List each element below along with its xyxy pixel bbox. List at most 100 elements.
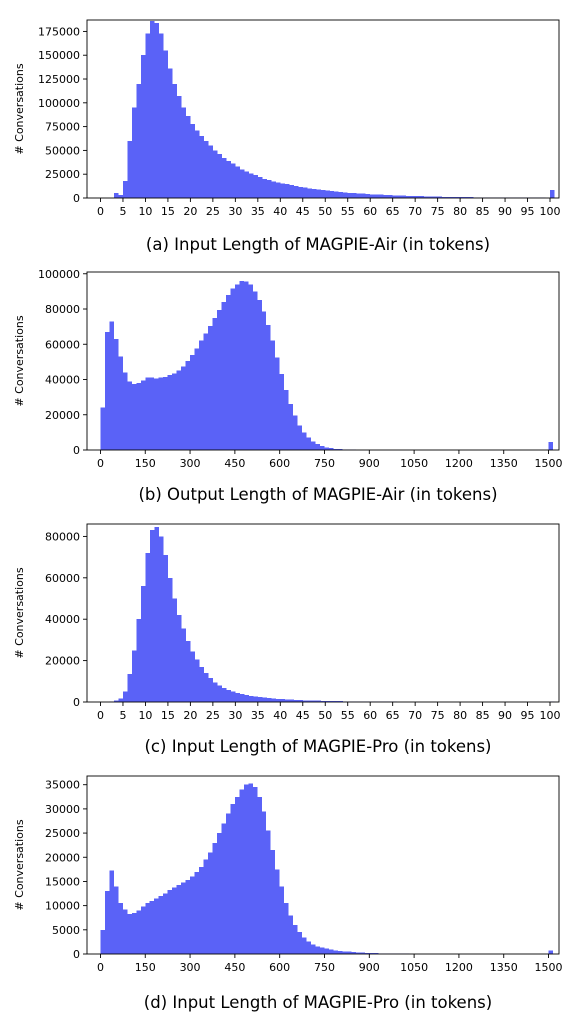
x-tick-label: 150 (135, 961, 156, 974)
histogram-bar (235, 167, 240, 198)
histogram-bar (275, 869, 279, 954)
histogram-bar (276, 699, 281, 702)
histogram-bar (244, 171, 249, 198)
histogram-bar (150, 530, 155, 702)
histogram-bar (123, 692, 128, 702)
x-tick-label: 300 (180, 457, 201, 470)
histogram-bar (177, 96, 182, 198)
histogram-bar (316, 190, 321, 198)
histogram-bar (154, 527, 159, 702)
histogram-bar (262, 312, 266, 450)
histogram-bar (212, 843, 216, 954)
x-tick-label: 15 (161, 709, 175, 722)
histogram-bar (118, 357, 122, 450)
histogram-bar (249, 696, 254, 702)
x-tick-label: 15 (161, 205, 175, 218)
histogram-bar (172, 373, 176, 450)
y-tick-label: 20000 (45, 409, 80, 422)
histogram-bar (230, 289, 234, 450)
panel-caption: (a) Input Length of MAGPIE-Air (in token… (146, 235, 490, 254)
histogram-bar (163, 377, 167, 450)
y-tick-label: 0 (73, 192, 80, 205)
x-tick-label: 35 (251, 205, 265, 218)
histogram-bar (145, 553, 150, 702)
histogram-bar (217, 833, 221, 954)
x-tick-label: 600 (269, 457, 290, 470)
histogram-bar (136, 84, 141, 198)
histogram-bar (226, 690, 231, 702)
histogram-bar (186, 361, 190, 450)
histogram-bar (141, 55, 146, 198)
histogram-bar (190, 877, 194, 954)
histogram-bar (150, 21, 155, 198)
histogram-bar (320, 446, 324, 450)
histogram-bar (168, 890, 172, 954)
histogram-bar (321, 190, 326, 198)
histogram-bar (208, 678, 213, 702)
x-tick-label: 100 (540, 709, 561, 722)
histogram-bar (118, 698, 123, 702)
histogram-bar (271, 850, 275, 954)
x-tick-label: 0 (97, 961, 104, 974)
histogram-bar (168, 69, 173, 198)
histogram-bar (239, 281, 243, 450)
y-tick-label: 35000 (45, 779, 80, 792)
histogram-bar (163, 50, 168, 198)
histogram-bar (271, 698, 276, 702)
x-tick-label: 80 (453, 709, 467, 722)
histogram-bar (177, 885, 181, 954)
histogram-bar (190, 355, 194, 450)
x-tick-label: 750 (314, 457, 335, 470)
histogram-bar (204, 673, 209, 702)
histogram-bar (244, 282, 248, 450)
y-tick-label: 20000 (45, 655, 80, 668)
histogram-bar (271, 341, 275, 450)
histogram-bar (132, 108, 137, 198)
y-axis-label: # Conversations (13, 63, 26, 154)
x-tick-label: 40 (273, 205, 287, 218)
histogram-bar (195, 872, 199, 954)
histogram-bar (307, 438, 311, 450)
histogram-bar (333, 950, 337, 954)
histogram-bar (357, 193, 362, 198)
histogram-bar (123, 181, 128, 198)
histogram-bar (240, 694, 245, 702)
histogram-bar (114, 339, 118, 450)
histogram-bar (141, 907, 145, 954)
histogram-bar (266, 831, 270, 954)
histogram-bar (217, 310, 221, 450)
histogram-bar (240, 169, 245, 198)
histogram-bar (324, 949, 328, 954)
y-tick-label: 30000 (45, 803, 80, 816)
histogram-bar (168, 375, 172, 450)
histogram-bar (262, 179, 267, 198)
histogram-bar (311, 442, 315, 450)
histogram-bar (361, 194, 366, 198)
histogram-bar (154, 23, 159, 198)
x-tick-label: 30 (228, 205, 242, 218)
histogram-bar (302, 938, 306, 954)
x-tick-label: 95 (521, 205, 535, 218)
histogram-bar (257, 797, 261, 954)
x-tick-label: 55 (341, 709, 355, 722)
x-tick-label: 0 (97, 457, 104, 470)
histogram-bar (298, 187, 303, 198)
histogram-bar (248, 784, 252, 954)
x-tick-label: 65 (386, 709, 400, 722)
histogram-bar (280, 886, 284, 954)
y-tick-label: 25000 (45, 168, 80, 181)
y-tick-label: 60000 (45, 572, 80, 585)
histogram-bar (267, 698, 272, 702)
panel-caption: (c) Input Length of MAGPIE-Pro (in token… (145, 737, 492, 756)
histogram-bar (199, 341, 203, 450)
histogram-bar (226, 814, 230, 954)
histogram-bar (284, 903, 288, 954)
histogram-bar (266, 325, 270, 450)
x-tick-label: 45 (296, 205, 310, 218)
histogram-bar (329, 950, 333, 954)
histogram-bar (249, 173, 254, 198)
x-tick-label: 750 (314, 961, 335, 974)
x-tick-label: 75 (431, 709, 445, 722)
y-tick-label: 0 (73, 444, 80, 457)
